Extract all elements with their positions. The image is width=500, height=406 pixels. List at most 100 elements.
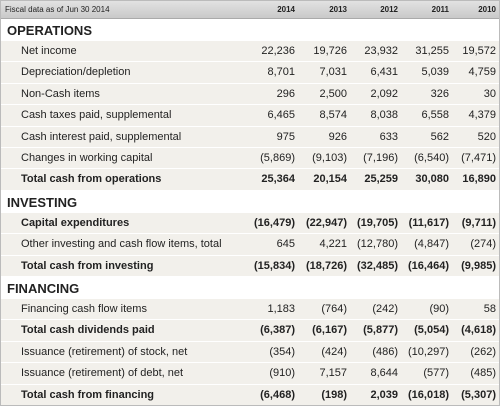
row-value: (12,780) — [357, 238, 398, 251]
table-row — [1, 169, 499, 191]
table-row — [1, 105, 499, 127]
year-header: 2013 — [329, 5, 347, 14]
row-value: 633 — [379, 130, 398, 143]
header-label: Fiscal data as of Jun 30 2014 — [5, 5, 110, 14]
row-label: Other investing and cash flow items, tot… — [21, 238, 222, 251]
row-value: 2,039 — [370, 388, 398, 401]
row-value: 6,431 — [370, 66, 398, 79]
row-label: Issuance (retirement) of stock, net — [21, 345, 188, 358]
row-value: (32,485) — [357, 259, 398, 272]
row-value: (354) — [269, 345, 295, 358]
row-value: 31,255 — [415, 45, 449, 57]
row-value: (6,468) — [260, 388, 295, 401]
row-value: 8,701 — [267, 66, 295, 79]
section-title: INVESTING — [7, 194, 78, 210]
row-value: (424) — [321, 345, 347, 358]
row-value: (16,479) — [254, 216, 295, 229]
row-value: (6,540) — [414, 152, 449, 164]
row-value: (10,297) — [408, 345, 449, 358]
row-value: 25,364 — [261, 173, 295, 186]
row-value: (11,617) — [408, 216, 449, 229]
row-value: 20,154 — [313, 173, 347, 186]
row-value: (242) — [372, 303, 398, 315]
table-row — [1, 234, 499, 256]
row-label: Non-Cash items — [21, 87, 100, 100]
table-row — [1, 41, 499, 63]
row-value: (16,018) — [408, 388, 449, 401]
row-value: (9,103) — [312, 152, 347, 164]
table-row — [1, 212, 499, 235]
row-label: Financing cash flow items — [21, 303, 147, 315]
row-value: (274) — [470, 238, 496, 251]
row-label: Total cash from financing — [21, 388, 155, 401]
row-value: 7,031 — [319, 66, 347, 79]
row-value: 5,039 — [421, 66, 449, 79]
row-value: (6,167) — [312, 324, 347, 337]
table-row — [1, 320, 499, 342]
year-header: 2012 — [380, 5, 398, 14]
row-value: 30 — [483, 87, 496, 100]
row-value: 4,759 — [468, 66, 496, 79]
row-label: Total cash from investing — [21, 259, 154, 272]
row-value: (910) — [269, 367, 295, 380]
row-value: 4,379 — [468, 109, 496, 122]
row-value: (262) — [470, 345, 496, 358]
table-row — [1, 341, 499, 364]
row-value: (7,196) — [363, 152, 398, 164]
row-value: (485) — [470, 367, 496, 380]
row-label: Total cash from operations — [21, 173, 162, 186]
row-value: 2,500 — [319, 87, 347, 100]
row-value: (486) — [372, 345, 398, 358]
row-value: (5,307) — [461, 388, 496, 401]
row-value: (4,618) — [461, 324, 496, 337]
section-title: FINANCING — [7, 281, 80, 296]
row-value: 326 — [430, 87, 449, 100]
row-value: 8,644 — [370, 367, 398, 380]
row-value: (4,847) — [414, 238, 449, 251]
row-value: (7,471) — [461, 152, 496, 164]
row-value: (18,726) — [306, 259, 347, 272]
row-label: Depreciation/depletion — [21, 66, 131, 79]
row-value: 23,932 — [364, 45, 398, 57]
row-label: Capital expenditures — [21, 216, 130, 229]
row-value: 562 — [430, 130, 449, 143]
row-value: 6,558 — [421, 109, 449, 122]
row-value: 30,080 — [415, 173, 449, 186]
row-label: Cash taxes paid, supplemental — [21, 109, 172, 122]
row-value: 4,221 — [319, 238, 347, 251]
row-value: (16,464) — [408, 259, 449, 272]
year-header: 2011 — [431, 5, 449, 14]
row-value: (22,947) — [306, 216, 347, 229]
row-value: 8,038 — [370, 109, 398, 122]
row-value: 25,259 — [364, 173, 398, 186]
row-value: (577) — [423, 367, 449, 380]
row-value: 19,572 — [462, 45, 496, 57]
row-value: 16,890 — [462, 173, 496, 186]
table-row — [1, 299, 499, 321]
row-value: 520 — [477, 130, 496, 143]
row-label: Total cash dividends paid — [21, 324, 155, 337]
table-row — [1, 148, 499, 170]
row-value: 8,574 — [319, 109, 347, 122]
row-value: (19,705) — [357, 216, 398, 229]
table-row — [1, 62, 499, 84]
row-label: Issuance (retirement) of debt, net — [21, 367, 184, 380]
row-label: Cash interest paid, supplemental — [21, 130, 182, 143]
row-value: 6,465 — [267, 109, 295, 122]
table-row — [1, 363, 499, 385]
row-value: (5,877) — [363, 324, 398, 337]
row-value: 926 — [328, 130, 347, 143]
row-label: Net income — [21, 45, 77, 57]
row-value: (90) — [429, 303, 449, 315]
row-value: (764) — [321, 303, 347, 315]
row-value: 19,726 — [313, 45, 347, 57]
row-value: (9,985) — [461, 259, 496, 272]
year-header: 2014 — [277, 5, 295, 14]
table-row — [1, 83, 499, 106]
row-value: 7,157 — [319, 367, 347, 380]
row-value: (5,054) — [414, 324, 449, 337]
row-value: (6,387) — [260, 324, 295, 337]
table-row — [1, 255, 499, 277]
table-row — [1, 126, 499, 148]
